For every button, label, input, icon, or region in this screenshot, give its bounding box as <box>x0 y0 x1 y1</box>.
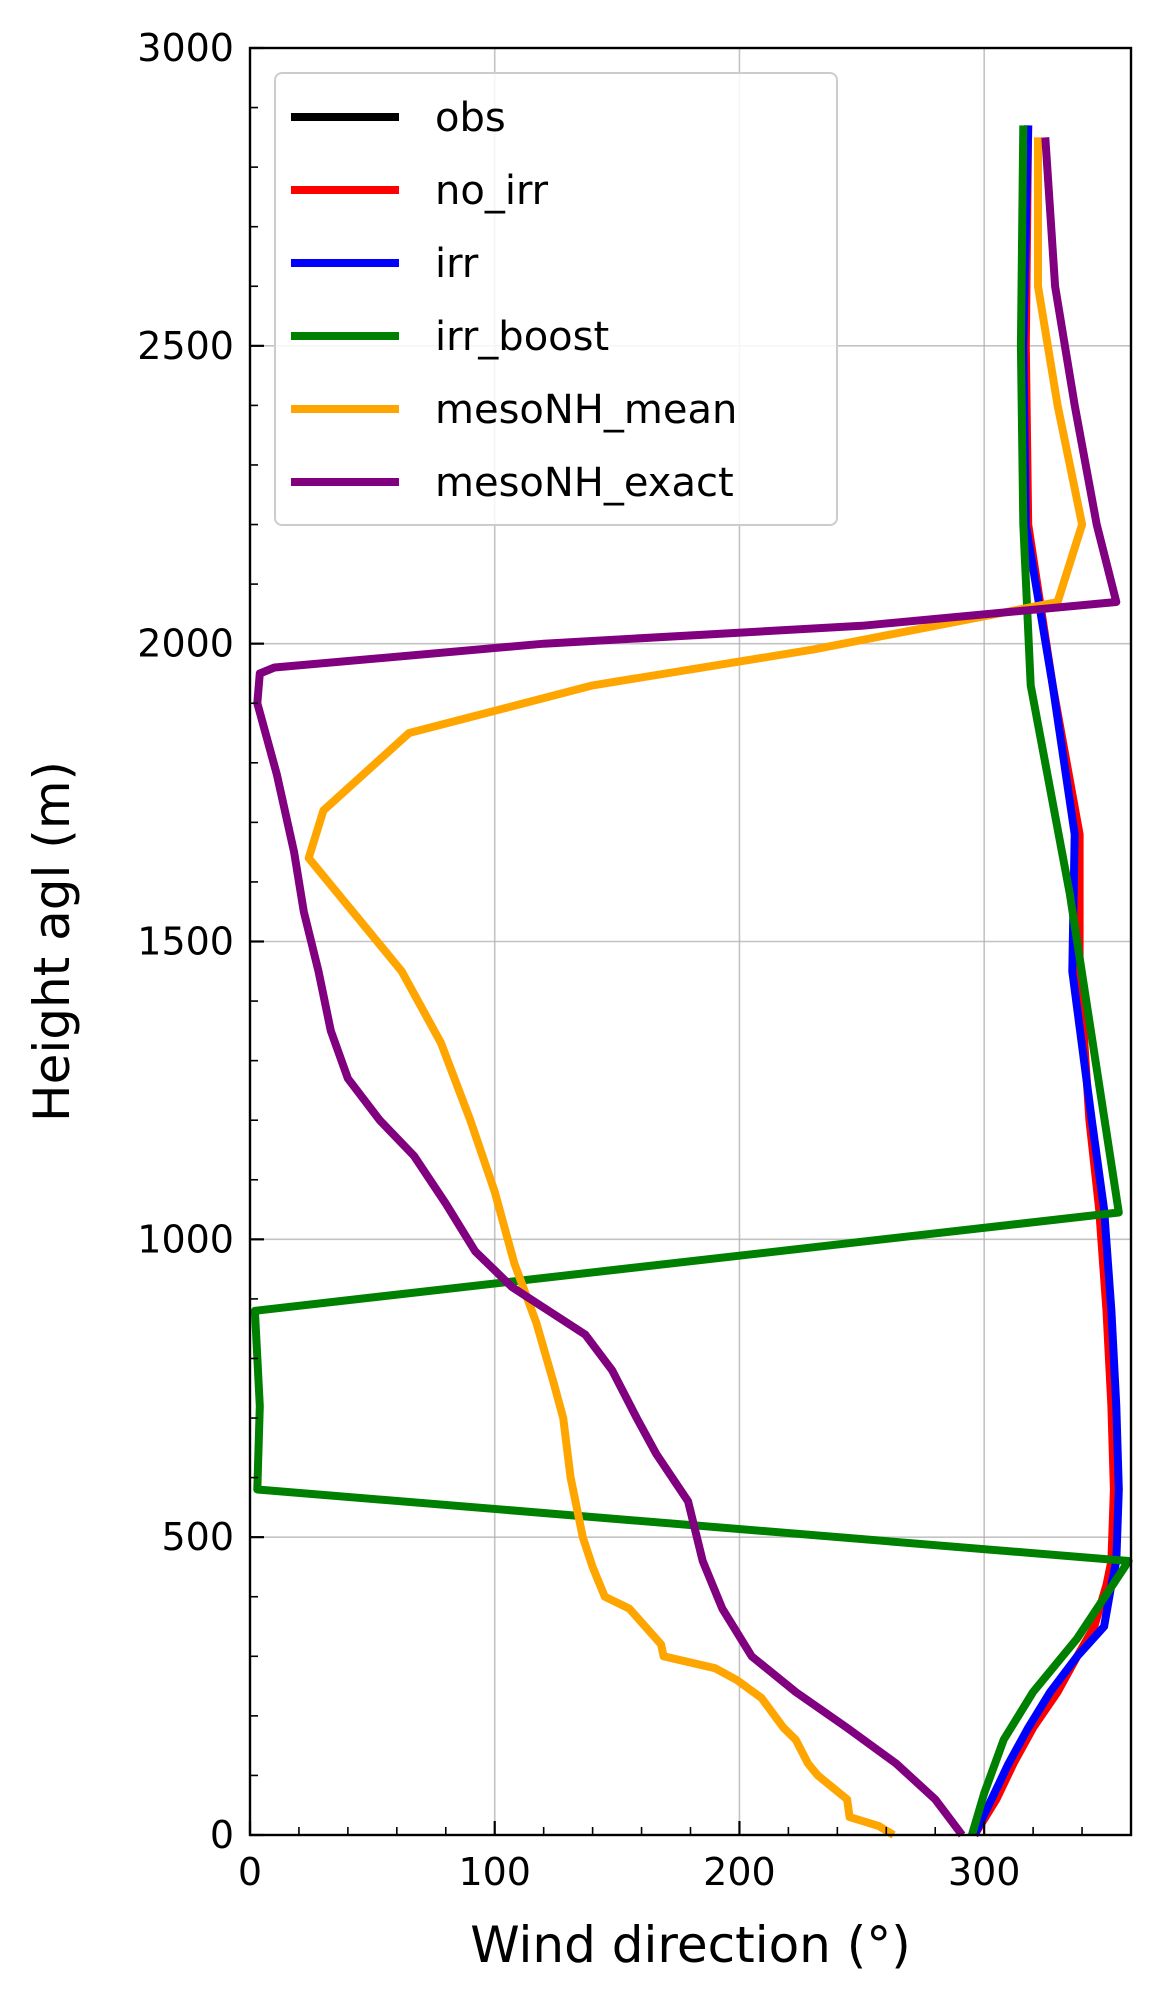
series-line-mesoNH-mean <box>304 137 1087 1839</box>
y-axis-label: Height agl (m) <box>23 761 81 1122</box>
y-tick-label: 2000 <box>137 622 234 666</box>
y-tick-label: 2500 <box>137 324 234 368</box>
x-tick-label: 300 <box>948 1850 1021 1894</box>
y-tick-label: 0 <box>210 1813 234 1857</box>
series-line-irr-boost <box>250 125 1133 1837</box>
x-axis-label: Wind direction (°) <box>470 1916 911 1974</box>
series-line-mesoNH-exact <box>253 137 1121 1838</box>
legend-label: irr <box>435 241 479 287</box>
y-tick-label: 500 <box>161 1515 234 1559</box>
y-tick-label: 1000 <box>137 1217 234 1261</box>
y-tick-label: 1500 <box>137 920 234 964</box>
legend-label: irr_boost <box>435 314 609 360</box>
legend-label: mesoNH_mean <box>435 387 737 433</box>
series-layer <box>250 125 1133 1839</box>
x-tick-label: 100 <box>458 1850 531 1894</box>
y-tick-label: 3000 <box>137 26 234 70</box>
x-tick-label: 200 <box>703 1850 776 1894</box>
ticks <box>248 46 1132 1837</box>
legend-label: mesoNH_exact <box>435 460 734 506</box>
legend-label: obs <box>435 95 506 141</box>
legend-box <box>274 72 838 526</box>
x-tick-label: 0 <box>238 1850 262 1894</box>
series-line-irr <box>970 125 1123 1837</box>
legend-label: no_irr <box>435 168 549 214</box>
